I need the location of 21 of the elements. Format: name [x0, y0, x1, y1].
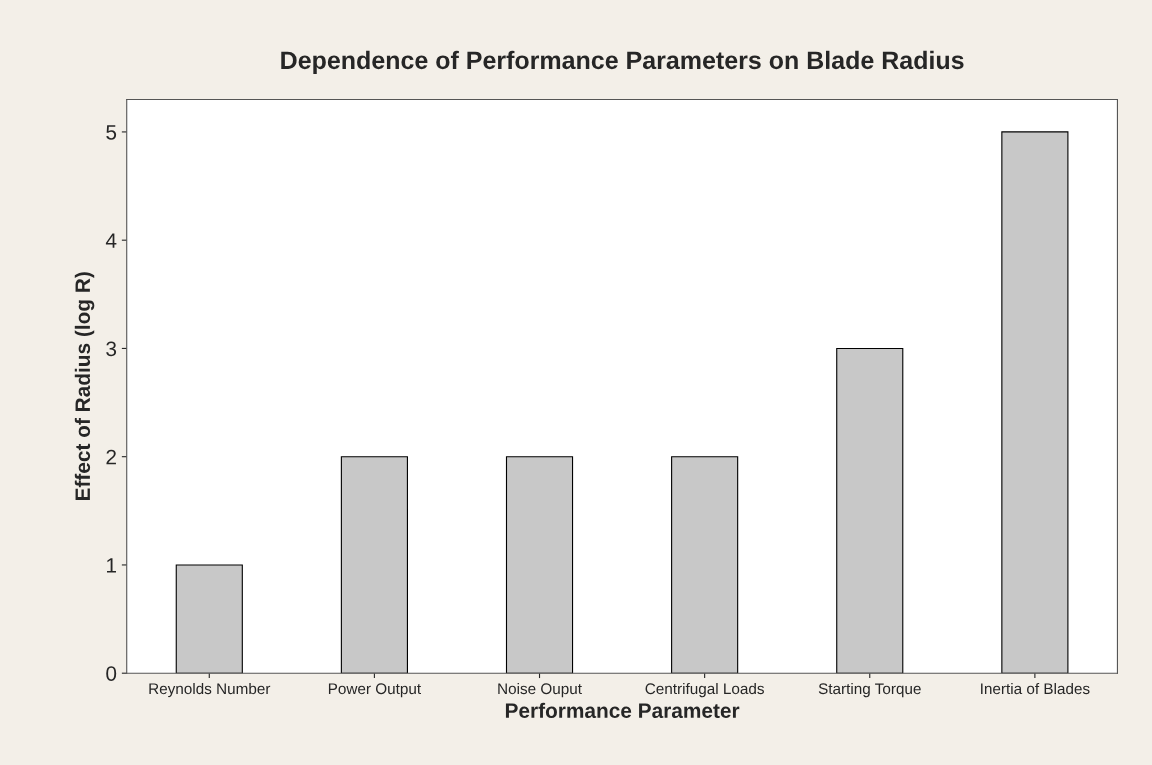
x-tick-label: Inertia of Blades	[981, 682, 1090, 695]
y-axis-title: Effect of Radius (log R)	[74, 272, 95, 501]
x-tick-label: Noise Ouput	[498, 682, 582, 698]
bar	[175, 564, 243, 674]
bar	[505, 456, 574, 674]
chart-title: Dependence of Performance Parameters on Blade Radius	[281, 50, 964, 75]
y-tick-label: 2	[106, 449, 116, 465]
x-tick-label: Centrifugal Loads	[645, 682, 764, 698]
y-tick-label: 1	[107, 558, 116, 573]
x-tick-label: Power Output	[328, 683, 421, 698]
y-tick-label: 4	[105, 233, 117, 248]
bar	[1001, 131, 1069, 674]
bar	[340, 456, 408, 674]
x-tick-label: Starting Torque	[818, 682, 921, 698]
x-tick-label: Reynolds Number	[149, 682, 271, 698]
bar	[671, 456, 739, 674]
y-tick-label: 0	[106, 666, 117, 681]
bar	[836, 347, 904, 674]
x-axis-title: Performance Parameter	[505, 702, 740, 719]
y-tick-label: 3	[106, 341, 117, 357]
y-tick-label: 5	[106, 125, 117, 140]
